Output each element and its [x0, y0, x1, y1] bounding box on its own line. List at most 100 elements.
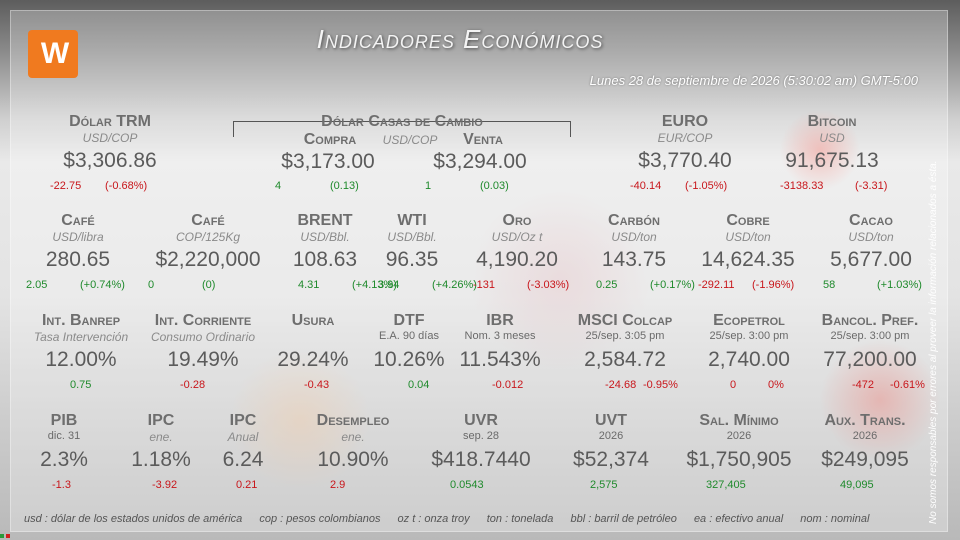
indicator-change-pct: (0) [202, 279, 216, 291]
brand-logo: W [28, 30, 78, 78]
indicator-value: 14,624.35 [701, 248, 795, 271]
page-title: Indicadores Económicos [316, 24, 604, 54]
casas-bracket [233, 121, 571, 137]
indicator-change: -1.3 [52, 479, 71, 491]
indicator-int-corriente-1: Int. Corriente Consumo Ordinario 19.49% -0.… [140, 312, 266, 391]
indicator-unit: 25/sep. 3:00 pm [709, 330, 789, 342]
indicator-change-pct: (+0.17%) [650, 279, 695, 291]
indicator-change: -0.43 [304, 379, 330, 391]
indicator-change: -22.75 [50, 180, 82, 192]
indicator-unit: E.A. 90 días [379, 330, 439, 342]
indicator-carbon-5: Carbón USD/ton 143.75 0.25 (+0.17%) [588, 212, 695, 291]
indicator-name: Café [61, 212, 95, 229]
indicator-change-pct: (-0.68%) [105, 180, 148, 192]
indicator-name: Desempleo [316, 412, 390, 429]
indicators-panel [10, 10, 948, 532]
indicator-unit: USD/ton [848, 230, 894, 244]
legend-ea: ea : efectivo anual [693, 513, 784, 525]
indicator-ibr-4: IBR Nom. 3 meses 11.543% -0.012 [452, 312, 548, 391]
indicator-unit: USD/ton [725, 230, 771, 244]
indicator-change: -3.92 [152, 479, 178, 491]
indicator-change: 0.21 [236, 479, 258, 491]
indicator-name: Carbón [608, 212, 660, 229]
indicator-change: 0.04 [408, 379, 430, 391]
indicator-name: DTF [393, 312, 425, 329]
indicator-value: 91,675.13 [785, 149, 879, 172]
indicator-value: 19.49% [167, 348, 239, 371]
indicator-cafe-1: Café COP/125Kg $2,220,000 0 (0) [140, 212, 276, 291]
indicator-unit: 25/sep. 3:05 pm [585, 330, 665, 342]
indicator-change-pct: (+4.13%) [352, 279, 397, 291]
indicator-name: IBR [486, 312, 514, 329]
indicator-value: 11.543% [459, 348, 541, 371]
indicator-name: BRENT [297, 212, 353, 229]
indicator-name: IPC [147, 412, 175, 429]
indicator-unit [264, 330, 362, 344]
indicator-change: -131 [473, 279, 496, 291]
venta-change: 1 [425, 180, 432, 192]
indicator-change: 58 [823, 279, 836, 291]
indicator-msci-colcap-5: MSCI Colcap 25/sep. 3:05 pm 2,584.72 -24.68… [565, 312, 685, 391]
indicator-unit: 2026 [726, 430, 752, 442]
indicator-dtf-3: DTF E.A. 90 días 10.26% 0.04 [368, 312, 450, 391]
indicator-change-pct: -0.95% [643, 379, 678, 391]
indicator-value: 96.35 [385, 248, 439, 271]
indicator-unit: ene. [149, 430, 173, 444]
indicator-change-pct: (-1.05%) [685, 180, 728, 192]
indicator-change: 2,575 [590, 479, 618, 491]
indicator-value: 2,584.72 [584, 348, 666, 371]
indicator-unit: USD/COP [82, 131, 138, 145]
timestamp: Lunes 28 de septiembre de 2026 (5:30:02 … [589, 73, 918, 88]
indicator-unit: USD/ton [611, 230, 657, 244]
indicator-change: 0 [730, 379, 737, 391]
indicator-ipc-2: IPC Anual 6.24 0.21 [206, 412, 280, 491]
indicator-casas-name: Dólar Casas de Cambio [321, 113, 483, 130]
indicator-value: 29.24% [277, 348, 349, 371]
indicator-change: 0 [148, 279, 155, 291]
indicator-name: Int. Banrep [41, 312, 121, 329]
indicator-unit: ene. [341, 430, 365, 444]
indicator-name: Usura [291, 312, 335, 329]
indicator-unit: 2026 [598, 430, 624, 442]
indicator-unit: USD/libra [52, 230, 104, 244]
indicator-change-pct: (-3.31) [855, 180, 888, 192]
indicator-oro-4: Oro USD/Oz t 4,190.20 -131 (-3.03%) [465, 212, 569, 291]
indicator-change: -472 [852, 379, 875, 391]
indicator-name: Int. Corriente [154, 312, 252, 329]
indicator-cafe-0: Café USD/libra 280.65 2.05 (+0.74%) [18, 212, 138, 291]
indicator-name: PIB [50, 412, 78, 429]
indicator-change: -0.012 [492, 379, 524, 391]
flag-dot-green [0, 534, 4, 538]
indicator-uvt-5: UVT 2026 $52,374 2,575 [560, 412, 662, 491]
indicator-name: Oro [502, 212, 532, 229]
indicator-wti-3: WTI USD/Bbl. 96.35 3.94 (+4.26%) [370, 212, 477, 291]
indicator-change: 4.31 [298, 279, 320, 291]
indicator-unit: EUR/COP [657, 131, 713, 145]
compra-change-pct: (0.13) [330, 180, 359, 192]
indicator-name: UVR [464, 412, 498, 429]
indicator-uvr-4: UVR sep. 28 $418.7440 0.0543 [420, 412, 542, 491]
compra-value: $3,173.00 [281, 150, 375, 173]
indicator-change: 0.75 [70, 379, 92, 391]
indicator-change-pct: (+1.03%) [877, 279, 922, 291]
indicator-int-banrep-0: Int. Banrep Tasa Intervención 12.00% 0.75 [30, 312, 132, 391]
indicator-euro: EURO EUR/COP $3,770.40 -40.14 (-1.05%) [620, 113, 750, 192]
indicator-ecopetrol-6: Ecopetrol 25/sep. 3:00 pm 2,740.00 0 0% [690, 312, 808, 391]
indicator-change: 2.9 [330, 479, 346, 491]
indicator-change-pct: (+4.26%) [432, 279, 477, 291]
indicator-name: Dólar TRM [69, 113, 151, 130]
indicator-pib-0: PIB dic. 31 2.3% -1.3 [22, 412, 106, 491]
indicator-value: 143.75 [601, 248, 667, 271]
indicator-name: UVT [595, 412, 627, 429]
indicator-unit: Consumo Ordinario [150, 330, 256, 344]
indicator-change: -3138.33 [780, 180, 824, 192]
indicator-change: 2.05 [26, 279, 48, 291]
indicator-change-pct: (+0.74%) [80, 279, 125, 291]
indicator-value: 1.18% [131, 448, 191, 471]
indicator-name: Café [191, 212, 225, 229]
indicator-value: $3,770.40 [638, 149, 732, 172]
legend-ton: ton : tonelada [486, 513, 554, 525]
indicator-value: 10.90% [317, 448, 389, 471]
indicator-trm: Dólar TRM USD/COP $3,306.86 -22.75 (-0.6… [40, 113, 180, 192]
